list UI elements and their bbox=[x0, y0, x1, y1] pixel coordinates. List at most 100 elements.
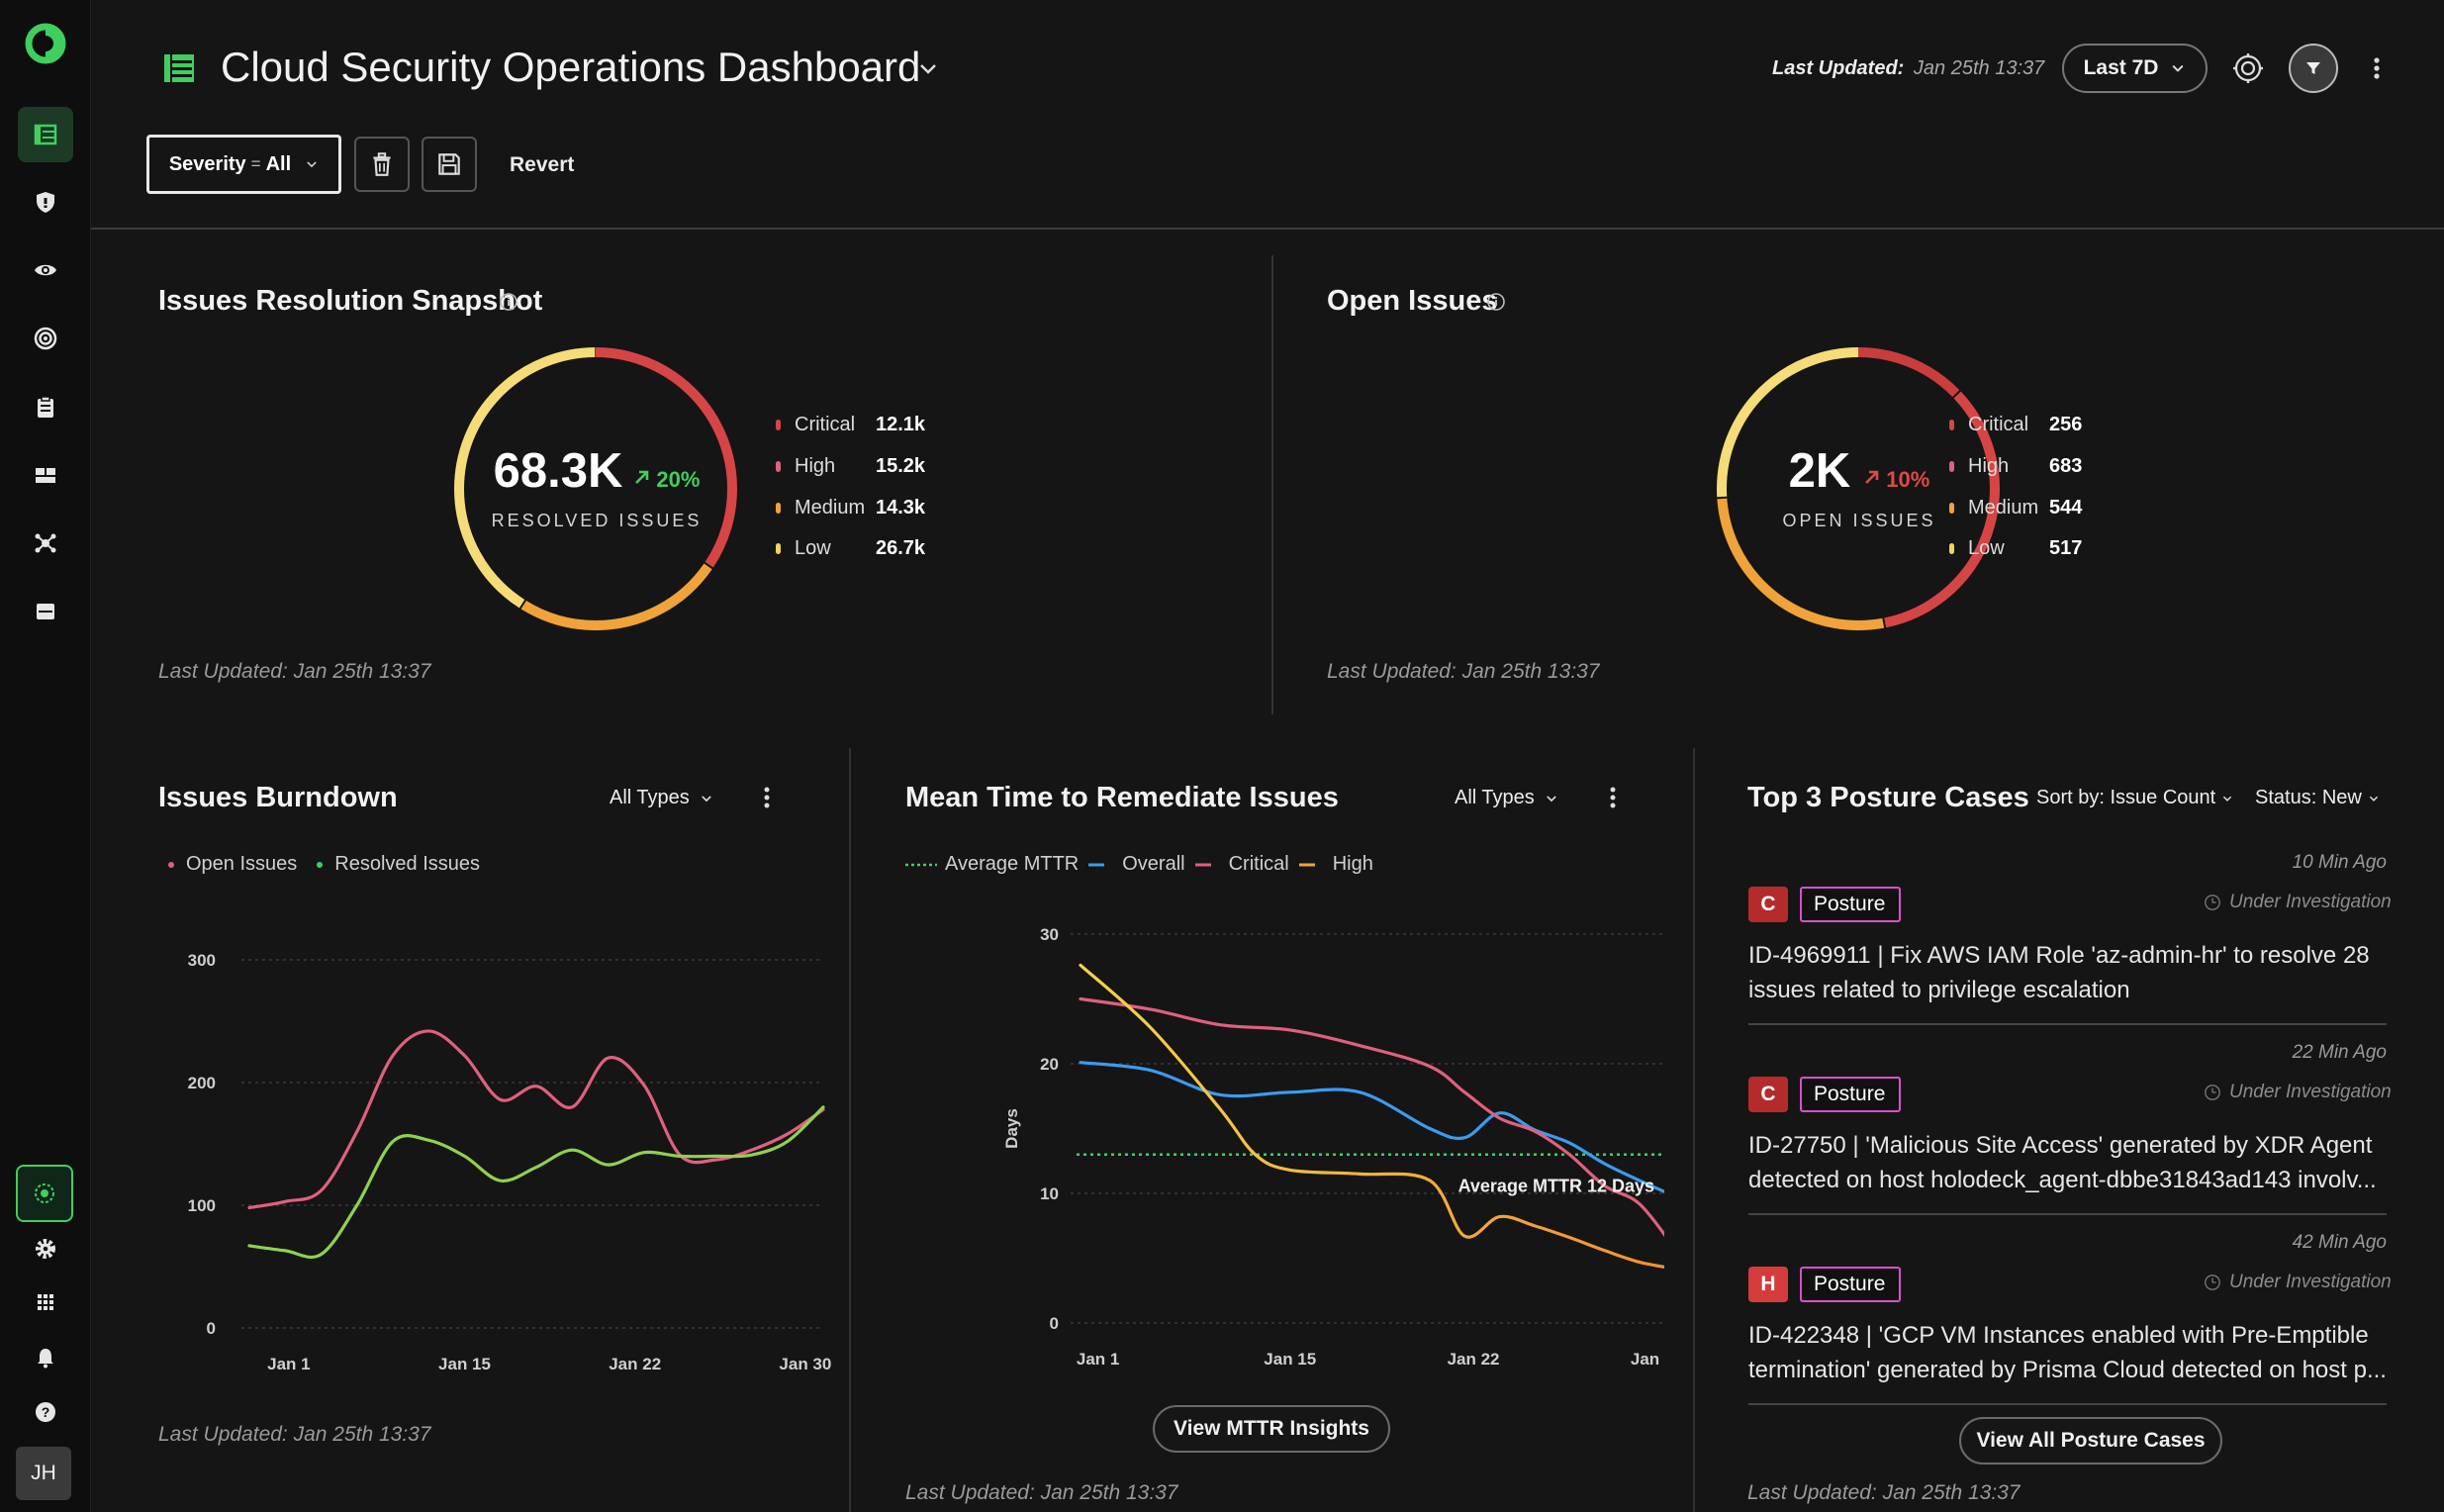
mttr-legend-overall: Overall bbox=[1122, 853, 1185, 875]
inbox-icon[interactable] bbox=[18, 584, 73, 639]
case-divider bbox=[1748, 1023, 2387, 1025]
mttr-title: Mean Time to Remediate Issues bbox=[905, 782, 1339, 813]
snapshot-legend-medium: Medium 14.3k bbox=[776, 497, 925, 520]
severity-filter-operator: = bbox=[250, 154, 261, 173]
open-legend-high: High 683 bbox=[1949, 455, 2082, 478]
snapshot-donut-segment-critical bbox=[454, 347, 737, 630]
main-content: Cloud Security Operations Dashboard Last… bbox=[91, 0, 2444, 1512]
burndown-line-chart: 0 100 200 300 Jan 1 Jan 15 Jan 22 Jan 30 bbox=[188, 951, 832, 1373]
network-icon[interactable] bbox=[18, 516, 73, 571]
series-line-resolved-issues bbox=[247, 1105, 825, 1260]
delete-trash-icon[interactable] bbox=[354, 137, 410, 192]
open-issues-caption: OPEN ISSUES bbox=[1782, 511, 1936, 530]
layers-icon[interactable] bbox=[18, 447, 73, 503]
open-donut-segment-low bbox=[1717, 347, 2000, 630]
settings-gear-icon[interactable] bbox=[18, 1221, 73, 1276]
open-issues-info-icon[interactable] bbox=[1486, 292, 1506, 312]
x-tick-label: Jan 15 bbox=[1264, 1350, 1316, 1369]
panel-divider bbox=[1271, 255, 1273, 714]
case-1-posture-tag[interactable]: Posture bbox=[1800, 887, 1902, 922]
mttr-line-chart: 0 10 20 30 Days Jan 1 Jan 15 Jan 22 Jan 30 Averag… bbox=[1002, 925, 1664, 1369]
y-tick-label: 200 bbox=[188, 1074, 216, 1092]
case-1-line-1: ID-4969911 | Fix AWS IAM Role 'az-admin-… bbox=[1748, 942, 2370, 969]
series-line-open-issues bbox=[247, 1029, 825, 1210]
case-3-severity-badge: H bbox=[1748, 1267, 1788, 1302]
shield-icon[interactable] bbox=[18, 174, 73, 230]
y-tick-label: 10 bbox=[1040, 1184, 1059, 1203]
case-2-line-2: detected on host holodeck_agent-dbbe3184… bbox=[1748, 1167, 2377, 1193]
case-1-description[interactable]: ID-4969911 | Fix AWS IAM Role 'az-admin-… bbox=[1748, 938, 2392, 1007]
mttr-type-filter[interactable]: All Types bbox=[1455, 787, 1558, 809]
avatar-initials: JH bbox=[31, 1462, 56, 1484]
apps-grid-icon[interactable] bbox=[18, 1275, 73, 1330]
page-title[interactable]: Cloud Security Operations Dashboard bbox=[221, 44, 921, 90]
chevron-down-icon bbox=[702, 795, 711, 802]
svg-text:?: ? bbox=[42, 1404, 50, 1420]
trend-up-arrow-icon bbox=[635, 470, 649, 484]
title-chevron-down-icon[interactable] bbox=[916, 57, 940, 81]
chevron-down-icon bbox=[2223, 796, 2232, 802]
open-issues-change: 10% bbox=[1886, 467, 1930, 492]
mttr-legend-high: High bbox=[1332, 853, 1373, 875]
cases-sort-select[interactable]: Sort by: Issue Count bbox=[2036, 787, 2233, 809]
cases-status-select[interactable]: Status: New bbox=[2255, 787, 2380, 809]
status-clock-icon bbox=[2205, 1085, 2220, 1100]
open-legend-low: Low 517 bbox=[1949, 537, 2082, 560]
mttr-more-options-icon[interactable] bbox=[1606, 786, 1620, 811]
open-issues-total-value: 2K bbox=[1788, 444, 1851, 498]
case-3-line-2: termination' generated by Prisma Cloud d… bbox=[1748, 1357, 2387, 1383]
case-3-description[interactable]: ID-422348 | 'GCP VM Instances enabled wi… bbox=[1748, 1318, 2392, 1387]
mttr-type-filter-label: All Types bbox=[1455, 787, 1535, 808]
y-tick-label: 0 bbox=[1050, 1314, 1059, 1333]
snapshot-info-icon[interactable] bbox=[499, 292, 518, 312]
y-tick-label: 30 bbox=[1040, 925, 1059, 944]
snapshot-last-updated: Last Updated: Jan 25th 13:37 bbox=[158, 660, 431, 683]
burndown-more-options-icon[interactable] bbox=[760, 786, 774, 811]
burndown-last-updated: Last Updated: Jan 25th 13:37 bbox=[158, 1423, 431, 1446]
burndown-type-filter[interactable]: All Types bbox=[610, 787, 713, 809]
snapshot-value-row: 68.3K 20% bbox=[487, 443, 706, 499]
case-1-status-label: Under Investigation bbox=[2229, 892, 2392, 912]
open-donut-segment-high bbox=[1717, 347, 2000, 630]
more-options-icon[interactable] bbox=[2367, 55, 2387, 81]
help-icon[interactable]: ? bbox=[18, 1384, 73, 1440]
case-2-description[interactable]: ID-27750 | 'Malicious Site Access' gener… bbox=[1748, 1128, 2392, 1197]
mttr-legend-high-swatch bbox=[1298, 863, 1315, 866]
app-logo[interactable] bbox=[24, 22, 67, 65]
ai-assistant-icon[interactable] bbox=[16, 1165, 73, 1222]
case-3-posture-tag[interactable]: Posture bbox=[1800, 1267, 1902, 1302]
mttr-legend-critical-swatch bbox=[1194, 863, 1211, 866]
series-line-overall bbox=[1079, 1061, 1664, 1193]
clipboard-icon[interactable] bbox=[18, 379, 73, 434]
x-tick-label: Jan 15 bbox=[438, 1355, 491, 1373]
eye-icon[interactable] bbox=[18, 242, 73, 298]
avatar[interactable]: JH bbox=[16, 1447, 71, 1500]
chevron-down-icon bbox=[307, 161, 317, 168]
snapshot-caption: RESOLVED ISSUES bbox=[491, 511, 703, 530]
case-2-posture-tag[interactable]: Posture bbox=[1800, 1077, 1902, 1112]
revert-button[interactable]: Revert bbox=[510, 153, 575, 176]
dashboard-icon bbox=[162, 51, 196, 85]
open-legend-medium: Medium 544 bbox=[1949, 497, 2082, 520]
view-mttr-insights-button[interactable]: View MTTR Insights bbox=[1153, 1405, 1390, 1453]
case-2-severity-badge: C bbox=[1748, 1077, 1788, 1112]
save-floppy-icon[interactable] bbox=[422, 137, 477, 192]
view-all-posture-cases-button[interactable]: View All Posture Cases bbox=[1959, 1417, 2222, 1465]
severity-filter-chip[interactable]: Severity = All bbox=[146, 135, 341, 194]
time-range-select[interactable]: Last 7D bbox=[2062, 44, 2208, 93]
filter-icon[interactable] bbox=[2289, 44, 2338, 93]
cases-sort-label: Sort by: Issue Count bbox=[2036, 787, 2216, 808]
cases-last-updated: Last Updated: Jan 25th 13:37 bbox=[1747, 1481, 2021, 1504]
mttr-legend-average-label: Average MTTR bbox=[945, 853, 1080, 875]
snapshot-donut-segment-low bbox=[454, 347, 737, 630]
case-2-time-ago: 22 Min Ago bbox=[2292, 1042, 2387, 1063]
header-last-updated: Last Updated: Jan 25th 13:37 bbox=[1772, 57, 2044, 80]
target-icon[interactable] bbox=[18, 311, 73, 366]
status-clock-icon bbox=[2205, 1275, 2220, 1290]
nav-dashboards-icon[interactable] bbox=[18, 107, 73, 162]
bell-icon[interactable] bbox=[18, 1330, 73, 1385]
case-divider bbox=[1748, 1213, 2387, 1215]
y-axis-label: Days bbox=[1002, 1108, 1021, 1149]
mttr-legend-avg-swatch bbox=[905, 863, 937, 866]
auto-refresh-icon[interactable] bbox=[2231, 51, 2265, 85]
